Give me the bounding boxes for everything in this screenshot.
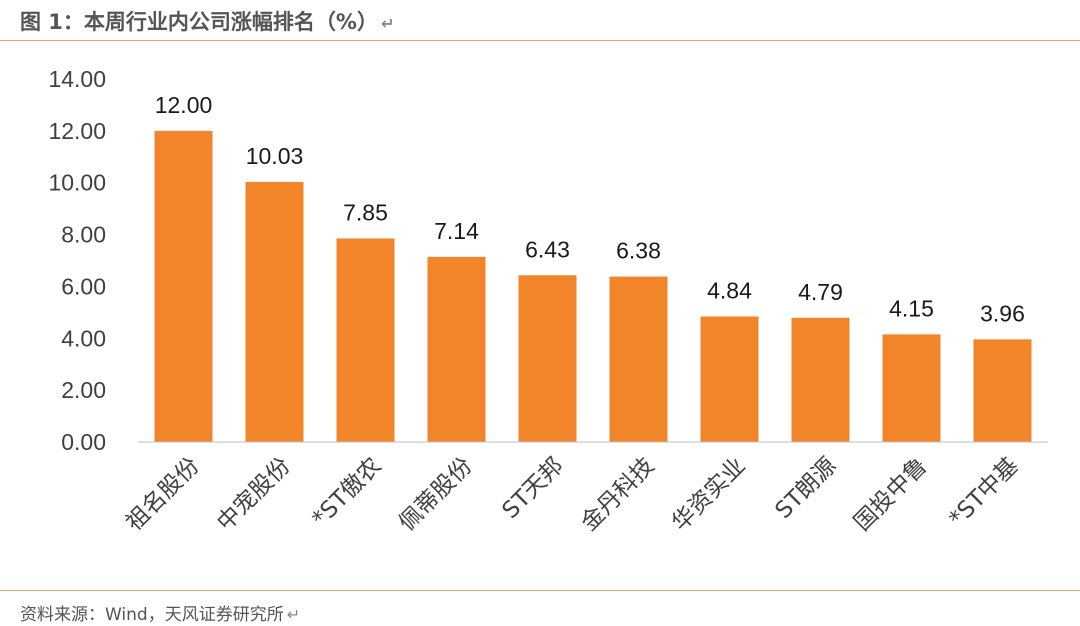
bottom-rule (0, 590, 1080, 591)
data-label: 10.03 (246, 143, 304, 169)
source-return-mark-icon: ↵ (286, 605, 301, 624)
return-mark-icon: ↵ (380, 14, 395, 33)
bar (700, 316, 759, 442)
data-label: 7.85 (343, 199, 388, 225)
x-category-label: 佩蒂股份 (394, 453, 477, 536)
bar (336, 238, 395, 442)
y-tick-label: 2.00 (61, 377, 106, 403)
x-category-label: 金丹科技 (576, 453, 659, 536)
bar (882, 334, 941, 442)
x-axis-labels: 祖名股份 中宠股份 *ST傲农 佩蒂股份 ST天邦 金丹科技 华资实业 ST朗源 国投中鲁 *ST… (121, 453, 1023, 536)
y-tick-label: 10.00 (48, 170, 106, 196)
x-category-label: *ST中基 (944, 453, 1023, 532)
y-tick-label: 12.00 (48, 118, 106, 144)
bar (609, 276, 668, 442)
figure-source: 资料来源：Wind，天风证券研究所 ↵ (20, 600, 300, 625)
data-label: 6.43 (525, 236, 570, 262)
data-label: 4.84 (707, 278, 752, 304)
bar (973, 339, 1032, 442)
y-tick-label: 6.00 (61, 273, 106, 299)
y-tick-label: 0.00 (61, 429, 106, 455)
top-rule (0, 40, 1080, 41)
bar (245, 181, 304, 442)
bar-chart: 0.00 2.00 4.00 6.00 8.00 10.00 12.00 14.00 12.0… (48, 66, 1048, 536)
source-text: 资料来源：Wind，天风证券研究所 (20, 605, 284, 625)
bar (791, 317, 850, 442)
bar (427, 256, 486, 442)
x-category-label: 中宠股份 (212, 453, 295, 536)
x-category-label: *ST傲农 (307, 453, 386, 532)
bar (518, 275, 577, 442)
bar (154, 130, 213, 442)
y-tick-label: 4.00 (61, 325, 106, 351)
y-axis-ticks: 0.00 2.00 4.00 6.00 8.00 10.00 12.00 14.00 (48, 66, 106, 455)
figure-title: 图 1：本周行业内公司涨幅排名（%） ↵ (20, 6, 394, 36)
x-category-label: ST天邦 (498, 453, 569, 524)
x-category-label: ST朗源 (771, 453, 842, 524)
y-tick-label: 14.00 (48, 66, 106, 92)
data-label: 4.15 (889, 295, 934, 321)
bars (154, 130, 1032, 442)
x-category-label: 国投中鲁 (849, 453, 932, 536)
figure-title-text: 图 1：本周行业内公司涨幅排名（%） (20, 10, 378, 34)
x-category-label: 祖名股份 (121, 453, 204, 536)
data-label: 3.96 (980, 300, 1025, 326)
data-labels: 12.00 10.03 7.85 7.14 6.43 6.38 4.84 4.79 4.15 3.… (155, 92, 1025, 326)
data-label: 4.79 (798, 279, 843, 305)
x-category-label: 华资实业 (667, 453, 750, 536)
data-label: 6.38 (616, 238, 661, 264)
data-label: 12.00 (155, 92, 213, 118)
y-tick-label: 8.00 (61, 222, 106, 248)
data-label: 7.14 (434, 218, 479, 244)
